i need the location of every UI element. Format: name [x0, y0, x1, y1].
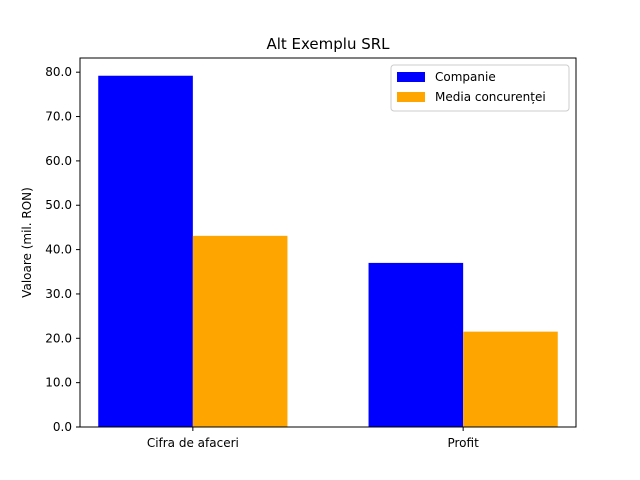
y-tick-label: 70.0	[45, 110, 72, 124]
x-tick-label: Profit	[447, 436, 479, 450]
y-tick-label: 60.0	[45, 154, 72, 168]
x-tick-label: Cifra de afaceri	[147, 436, 239, 450]
y-tick-label: 80.0	[45, 65, 72, 79]
bars-group	[98, 75, 558, 427]
y-tick-label: 30.0	[45, 287, 72, 301]
y-axis-label: Valoare (mil. RON)	[20, 187, 34, 298]
legend-swatch-0	[397, 72, 425, 82]
bar-media-0	[192, 235, 288, 427]
legend-box	[390, 64, 570, 112]
bar-companie-0	[98, 75, 193, 427]
y-tick-label: 10.0	[45, 376, 72, 390]
y-tick-label: 50.0	[45, 198, 72, 212]
chart-title: Alt Exemplu SRL	[266, 35, 390, 53]
plot-frame	[79, 57, 577, 428]
axes-group: 0.0 10.0 20.0 30.0 40.0 50.0 60.0 70.0 80.0 Cifra…	[45, 57, 577, 450]
legend-label-1: Media concurenței	[435, 90, 546, 104]
y-tick-label: 40.0	[45, 243, 72, 257]
y-tick-label: 20.0	[45, 331, 72, 345]
legend-label-0: Companie	[435, 70, 496, 84]
legend: Companie Media concurenței	[390, 64, 570, 112]
bar-companie-1	[368, 262, 464, 427]
y-tick-label: 0.0	[53, 420, 72, 434]
bar-media-1	[463, 331, 558, 427]
legend-swatch-1	[397, 92, 425, 102]
